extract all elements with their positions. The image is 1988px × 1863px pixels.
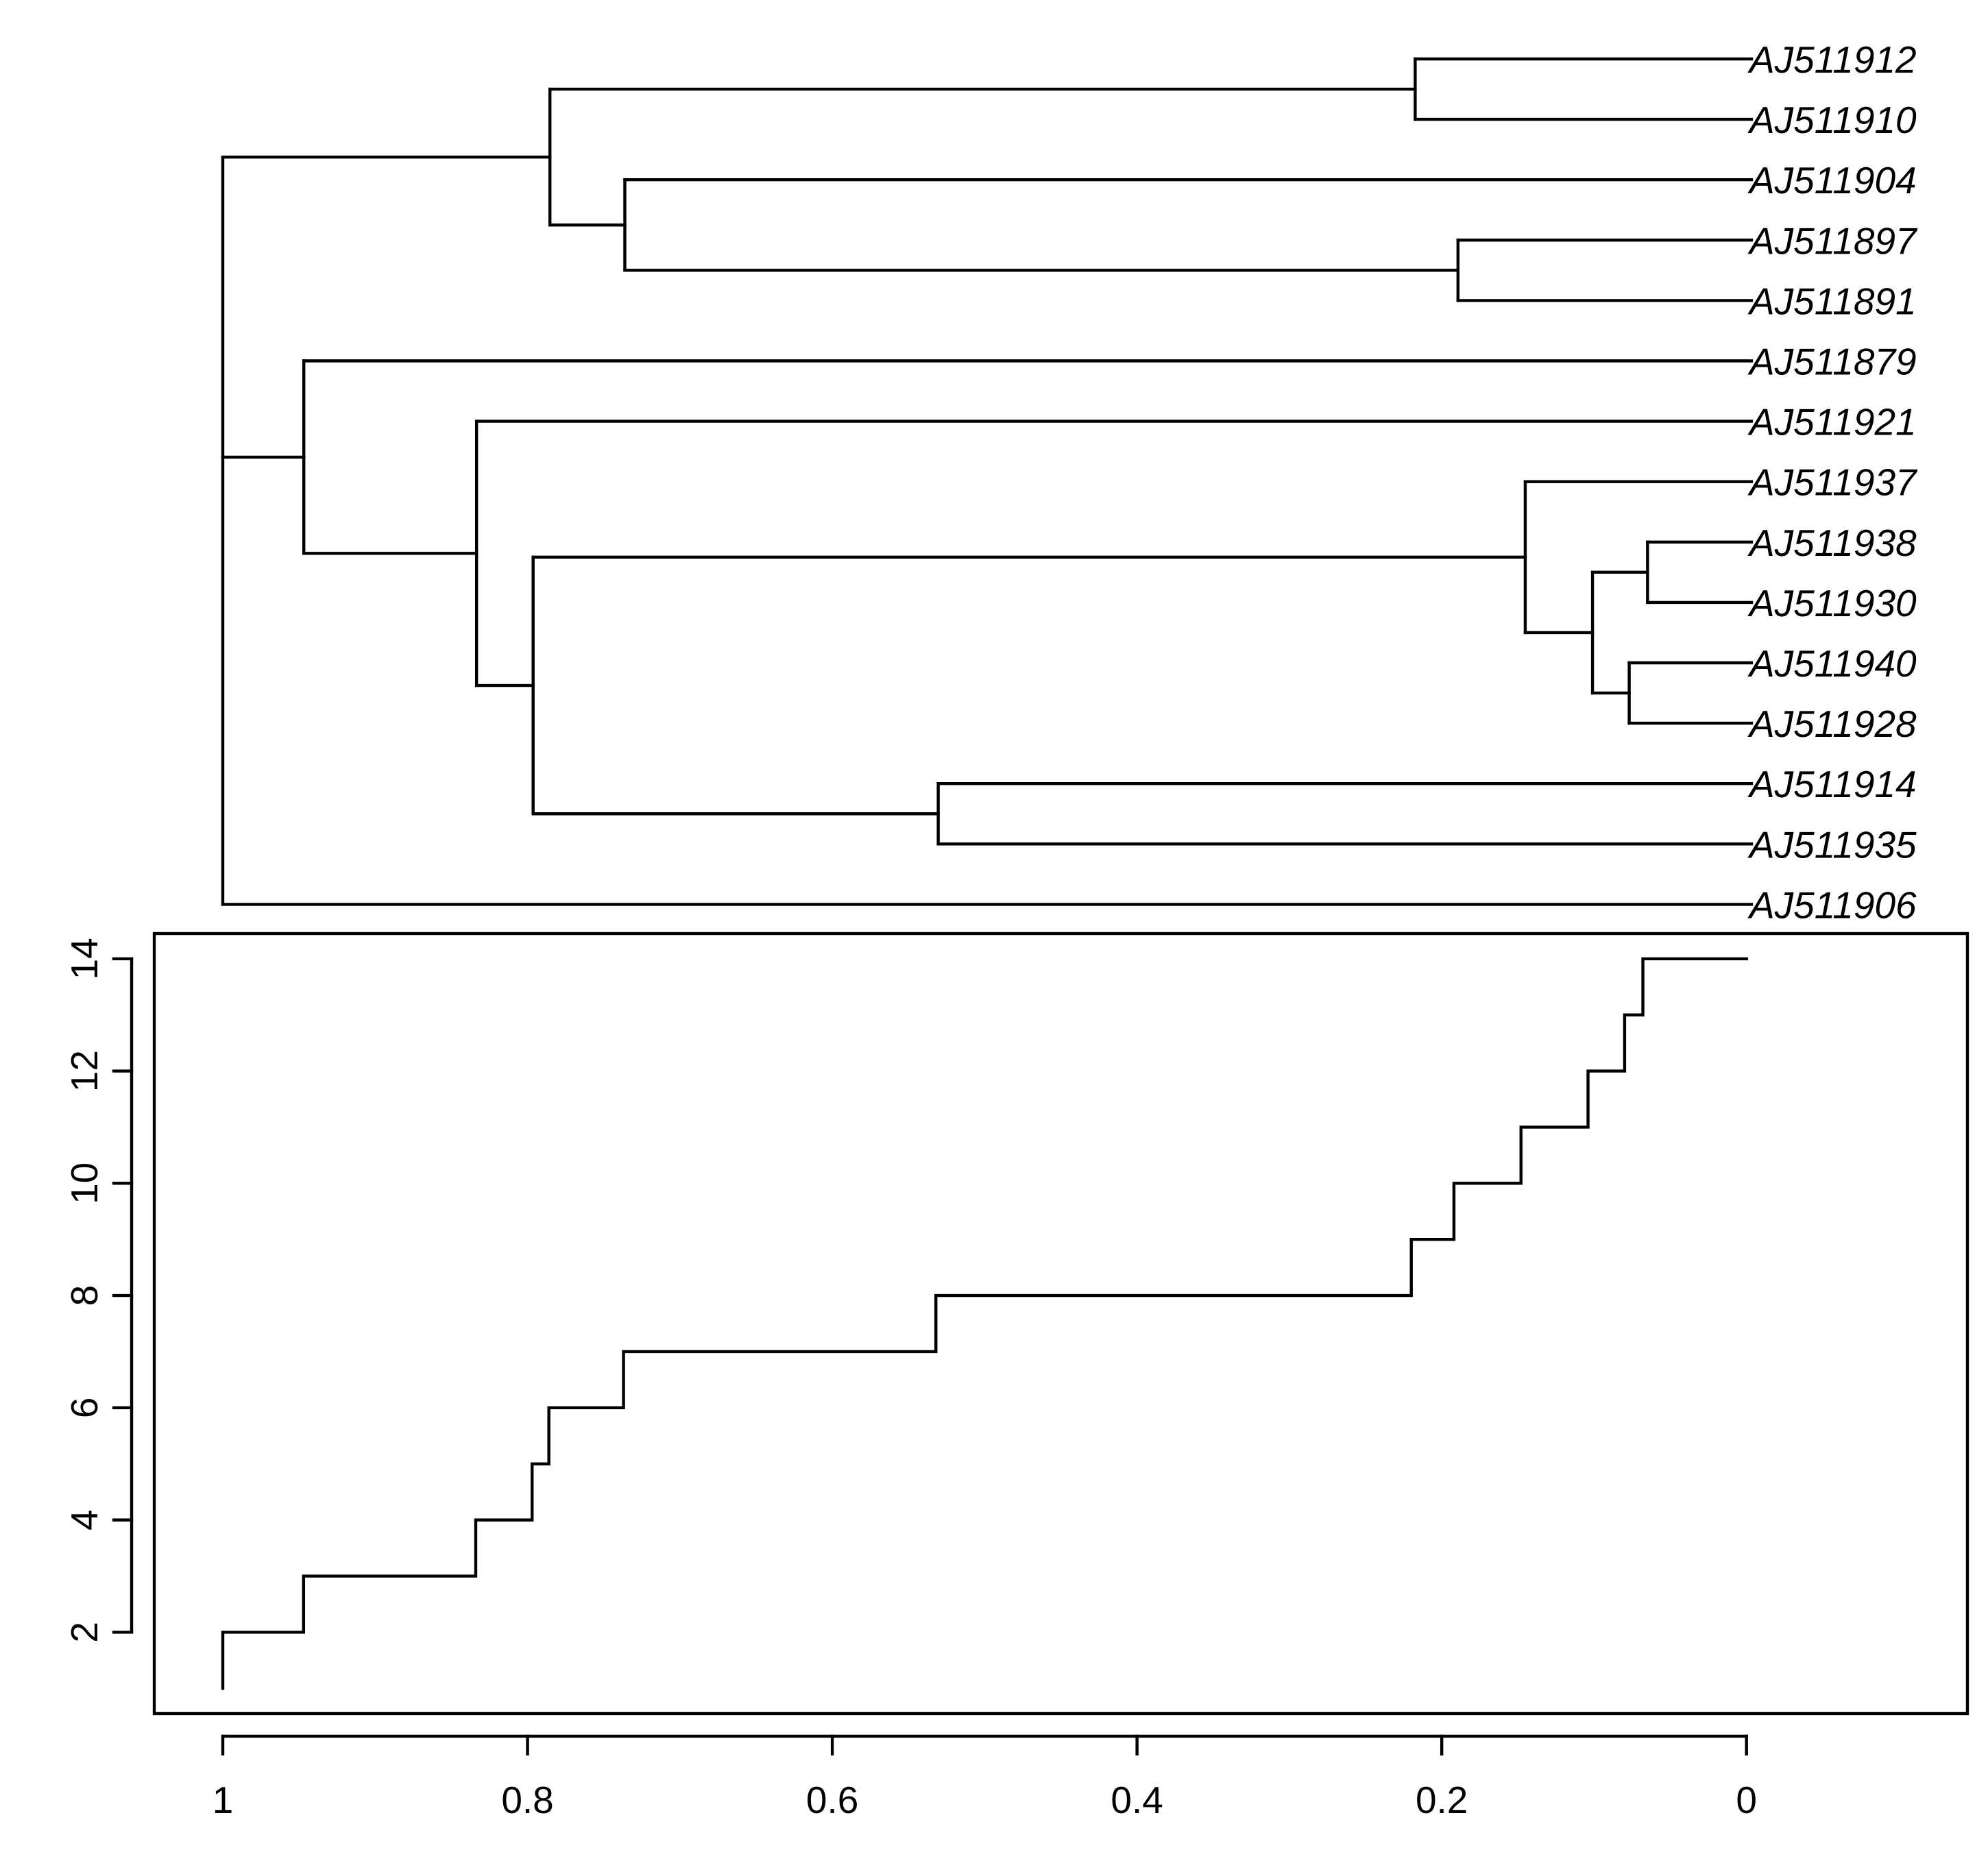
y-tick-label-2: 6 bbox=[63, 1398, 106, 1419]
leaf-label-1: AJ511910 bbox=[1747, 99, 1917, 141]
y-tick-label-6: 14 bbox=[63, 938, 106, 979]
leaf-label-0: AJ511912 bbox=[1747, 38, 1917, 81]
leaf-label-6: AJ511921 bbox=[1747, 401, 1917, 443]
x-tick-label-3: 0.4 bbox=[1111, 1779, 1163, 1821]
y-tick-label-4: 10 bbox=[63, 1162, 106, 1204]
leaf-label-10: AJ511940 bbox=[1747, 642, 1917, 685]
y-tick-label-0: 2 bbox=[63, 1622, 106, 1643]
leaf-label-12: AJ511914 bbox=[1747, 763, 1917, 805]
leaf-label-2: AJ511904 bbox=[1747, 159, 1917, 202]
leaf-label-4: AJ511891 bbox=[1747, 280, 1917, 322]
y-tick-label-3: 8 bbox=[63, 1285, 106, 1306]
dendrogram: AJ511912 AJ511910 AJ511904 AJ511897 AJ511891… bbox=[221, 38, 1918, 926]
step-line bbox=[221, 957, 1748, 1690]
leaf-label-14: AJ511906 bbox=[1747, 884, 1917, 926]
leaf-label-3: AJ511897 bbox=[1747, 219, 1918, 262]
plot-frame bbox=[152, 931, 1969, 1716]
leaf-label-13: AJ511935 bbox=[1747, 823, 1917, 866]
leaf-label-9: AJ511930 bbox=[1747, 582, 1917, 624]
y-tick-label-1: 4 bbox=[63, 1509, 106, 1531]
x-tick-label-2: 0.6 bbox=[806, 1779, 858, 1821]
leaf-label-7: AJ511937 bbox=[1747, 461, 1918, 504]
leaf-label-8: AJ511938 bbox=[1747, 522, 1917, 564]
x-tick-label-4: 0.2 bbox=[1416, 1779, 1468, 1821]
y-tick-label-5: 12 bbox=[63, 1050, 106, 1092]
leaf-label-5: AJ511879 bbox=[1747, 341, 1917, 383]
step-plot: 1 0.8 0.6 0.4 0.2 0 2 4 6 8 10 12 14 bbox=[63, 931, 1969, 1821]
x-tick-label-5: 0 bbox=[1736, 1779, 1757, 1821]
leaf-label-11: AJ511928 bbox=[1747, 703, 1917, 745]
x-tick-label-0: 1 bbox=[213, 1779, 234, 1821]
x-tick-label-1: 0.8 bbox=[501, 1779, 553, 1821]
